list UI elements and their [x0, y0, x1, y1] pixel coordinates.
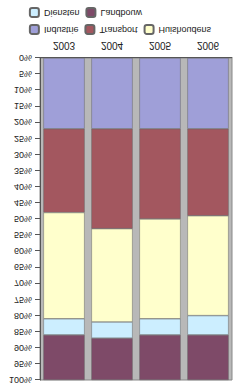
svg-text:85%: 85% — [14, 327, 32, 337]
svg-text:Industrie: Industrie — [44, 25, 79, 35]
svg-text:70%: 70% — [14, 278, 32, 288]
svg-text:Huishoudens: Huishoudens — [159, 25, 212, 35]
svg-text:95%: 95% — [14, 359, 32, 369]
svg-text:0%: 0% — [19, 53, 32, 63]
svg-text:100%: 100% — [9, 375, 32, 385]
svg-text:5%: 5% — [19, 69, 32, 79]
svg-text:20%: 20% — [14, 117, 32, 127]
svg-text:50%: 50% — [14, 214, 32, 224]
svg-text:45%: 45% — [14, 198, 32, 208]
svg-text:80%: 80% — [14, 311, 32, 321]
svg-text:2004: 2004 — [101, 40, 124, 51]
svg-text:2003: 2003 — [53, 40, 76, 51]
svg-text:35%: 35% — [14, 166, 32, 176]
svg-text:2005: 2005 — [149, 40, 172, 51]
svg-text:30%: 30% — [14, 150, 32, 160]
svg-text:Landbouw: Landbouw — [100, 8, 142, 18]
svg-text:Transport: Transport — [99, 25, 138, 35]
svg-text:75%: 75% — [14, 295, 32, 305]
svg-text:90%: 90% — [14, 343, 32, 353]
svg-text:2006: 2006 — [197, 40, 220, 51]
svg-text:25%: 25% — [14, 134, 32, 144]
svg-text:55%: 55% — [14, 230, 32, 240]
svg-text:Diensten: Diensten — [44, 8, 80, 18]
svg-text:40%: 40% — [14, 182, 32, 192]
svg-text:65%: 65% — [14, 262, 32, 272]
svg-text:60%: 60% — [14, 246, 32, 256]
svg-text:15%: 15% — [14, 101, 32, 111]
svg-text:10%: 10% — [14, 85, 32, 95]
